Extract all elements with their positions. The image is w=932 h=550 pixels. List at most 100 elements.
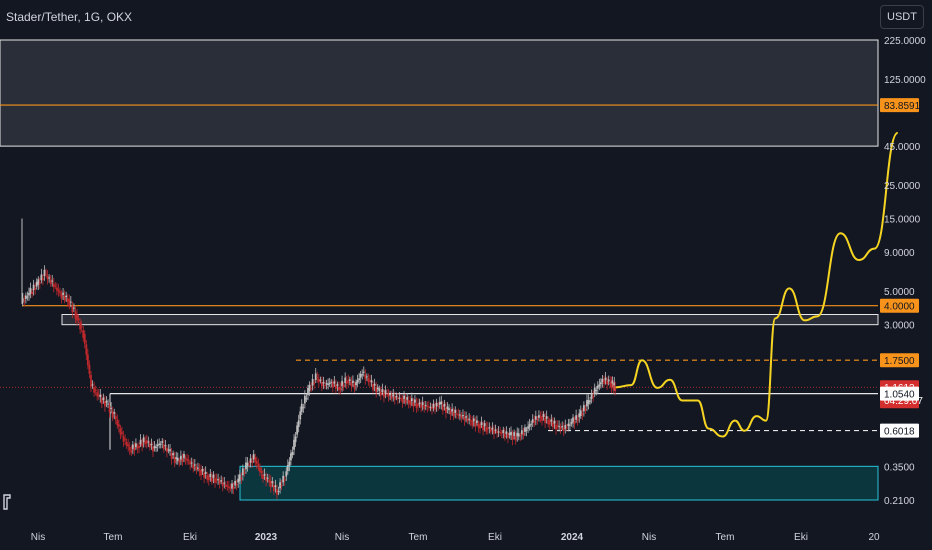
y-axis: 225.0000 125.0000 45.0000 25.0000 15.0000 9.0… — [884, 36, 926, 507]
candle-body — [297, 420, 300, 427]
price-badge-4 — [880, 386, 919, 401]
candle-body — [361, 374, 364, 376]
x-tick-label: 2023 — [255, 532, 278, 543]
candle-body — [221, 482, 224, 487]
candle-body — [319, 379, 322, 381]
candle-body — [485, 426, 488, 432]
candle-body — [86, 354, 89, 366]
candle-body — [138, 445, 140, 449]
candle-body — [238, 474, 241, 482]
price-badge-2 — [880, 353, 919, 368]
candle-body — [217, 479, 219, 481]
candle-body — [159, 443, 162, 445]
candle-body — [193, 464, 196, 466]
candle-body — [564, 425, 567, 429]
candle-body — [423, 405, 426, 409]
x-tick-label: Nis — [335, 532, 349, 543]
candle-body — [372, 384, 374, 390]
candle-body — [234, 480, 237, 486]
x-axis: Nis Tem Eki 2023 Nis Tem Eki 2024 Nis Tem Eki 20 — [31, 532, 880, 543]
candle-body — [40, 274, 43, 281]
candle-body — [142, 437, 145, 443]
candle-body — [282, 475, 285, 483]
candle-body — [23, 300, 26, 302]
candle-body — [429, 406, 432, 408]
candle-body — [124, 439, 126, 441]
candle-body — [223, 482, 226, 484]
y-tick-label: 15.0000 — [884, 215, 921, 226]
candle-body — [559, 426, 562, 429]
candle-body — [474, 422, 477, 427]
candle-body — [379, 391, 382, 396]
candle-body — [412, 401, 415, 407]
candle-body — [578, 413, 581, 418]
candle-body — [373, 383, 376, 386]
candle-body — [155, 446, 157, 448]
candle-body — [530, 423, 533, 425]
candle-body — [209, 473, 212, 477]
candle-body — [573, 421, 576, 424]
candle-body — [266, 477, 269, 479]
candle-body — [407, 400, 410, 404]
tradingview-logo-icon[interactable] — [2, 494, 12, 510]
candle-body — [586, 400, 588, 407]
candle-body — [455, 413, 458, 415]
candle-body — [483, 423, 486, 427]
candle-body — [93, 387, 95, 393]
candle-body — [279, 482, 281, 489]
candle-body — [493, 430, 495, 434]
chart-projection — [615, 131, 899, 438]
candle-body — [215, 478, 218, 481]
candle-body — [420, 404, 423, 408]
candle-body — [231, 483, 233, 489]
price-badge-value: 1.7500 — [884, 356, 915, 367]
candle-body — [570, 422, 573, 424]
candle-body — [607, 379, 610, 382]
candle-body — [534, 416, 537, 420]
candle-body — [114, 416, 117, 420]
candle-body — [176, 457, 179, 461]
candle-body — [62, 292, 64, 295]
candle-body — [175, 457, 178, 459]
price-badge-1 — [880, 298, 919, 313]
y-tick-label: 125.0000 — [884, 75, 926, 86]
candle-body — [606, 380, 609, 385]
candle-body — [584, 408, 587, 411]
candle-body — [173, 457, 176, 463]
candle-body — [556, 425, 559, 427]
candle-body — [327, 383, 330, 385]
candle-body — [398, 397, 401, 399]
price-badge-0 — [880, 98, 919, 113]
candle-body — [280, 485, 283, 487]
candle-body — [387, 394, 390, 397]
candle-body — [274, 485, 277, 488]
candle-body — [488, 427, 491, 429]
candle-body — [513, 432, 516, 436]
candle-body — [45, 273, 47, 275]
candle-body — [310, 388, 312, 390]
candle-body — [510, 431, 512, 436]
candle-body — [186, 458, 188, 461]
candle-body — [189, 461, 192, 465]
candle-body — [438, 402, 441, 405]
candle-body — [178, 460, 181, 463]
candle-body — [229, 487, 232, 489]
symbol-title: Stader/Tether, 1G, OKX — [6, 10, 133, 24]
candle-body — [60, 293, 63, 299]
candle-body — [611, 380, 614, 384]
candle-body — [184, 457, 187, 460]
candle-body — [130, 449, 133, 453]
candle-body — [404, 399, 407, 404]
candle-body — [390, 395, 393, 399]
candle-body — [432, 403, 435, 408]
currency-button[interactable]: USDT — [880, 5, 924, 29]
candle-body — [565, 427, 568, 429]
candle-body — [241, 468, 244, 476]
candle-body — [113, 412, 116, 414]
candle-body — [330, 381, 333, 383]
candle-body — [418, 402, 421, 405]
candle-body — [77, 318, 80, 320]
candle-body — [558, 425, 560, 427]
candle-body — [164, 445, 167, 447]
